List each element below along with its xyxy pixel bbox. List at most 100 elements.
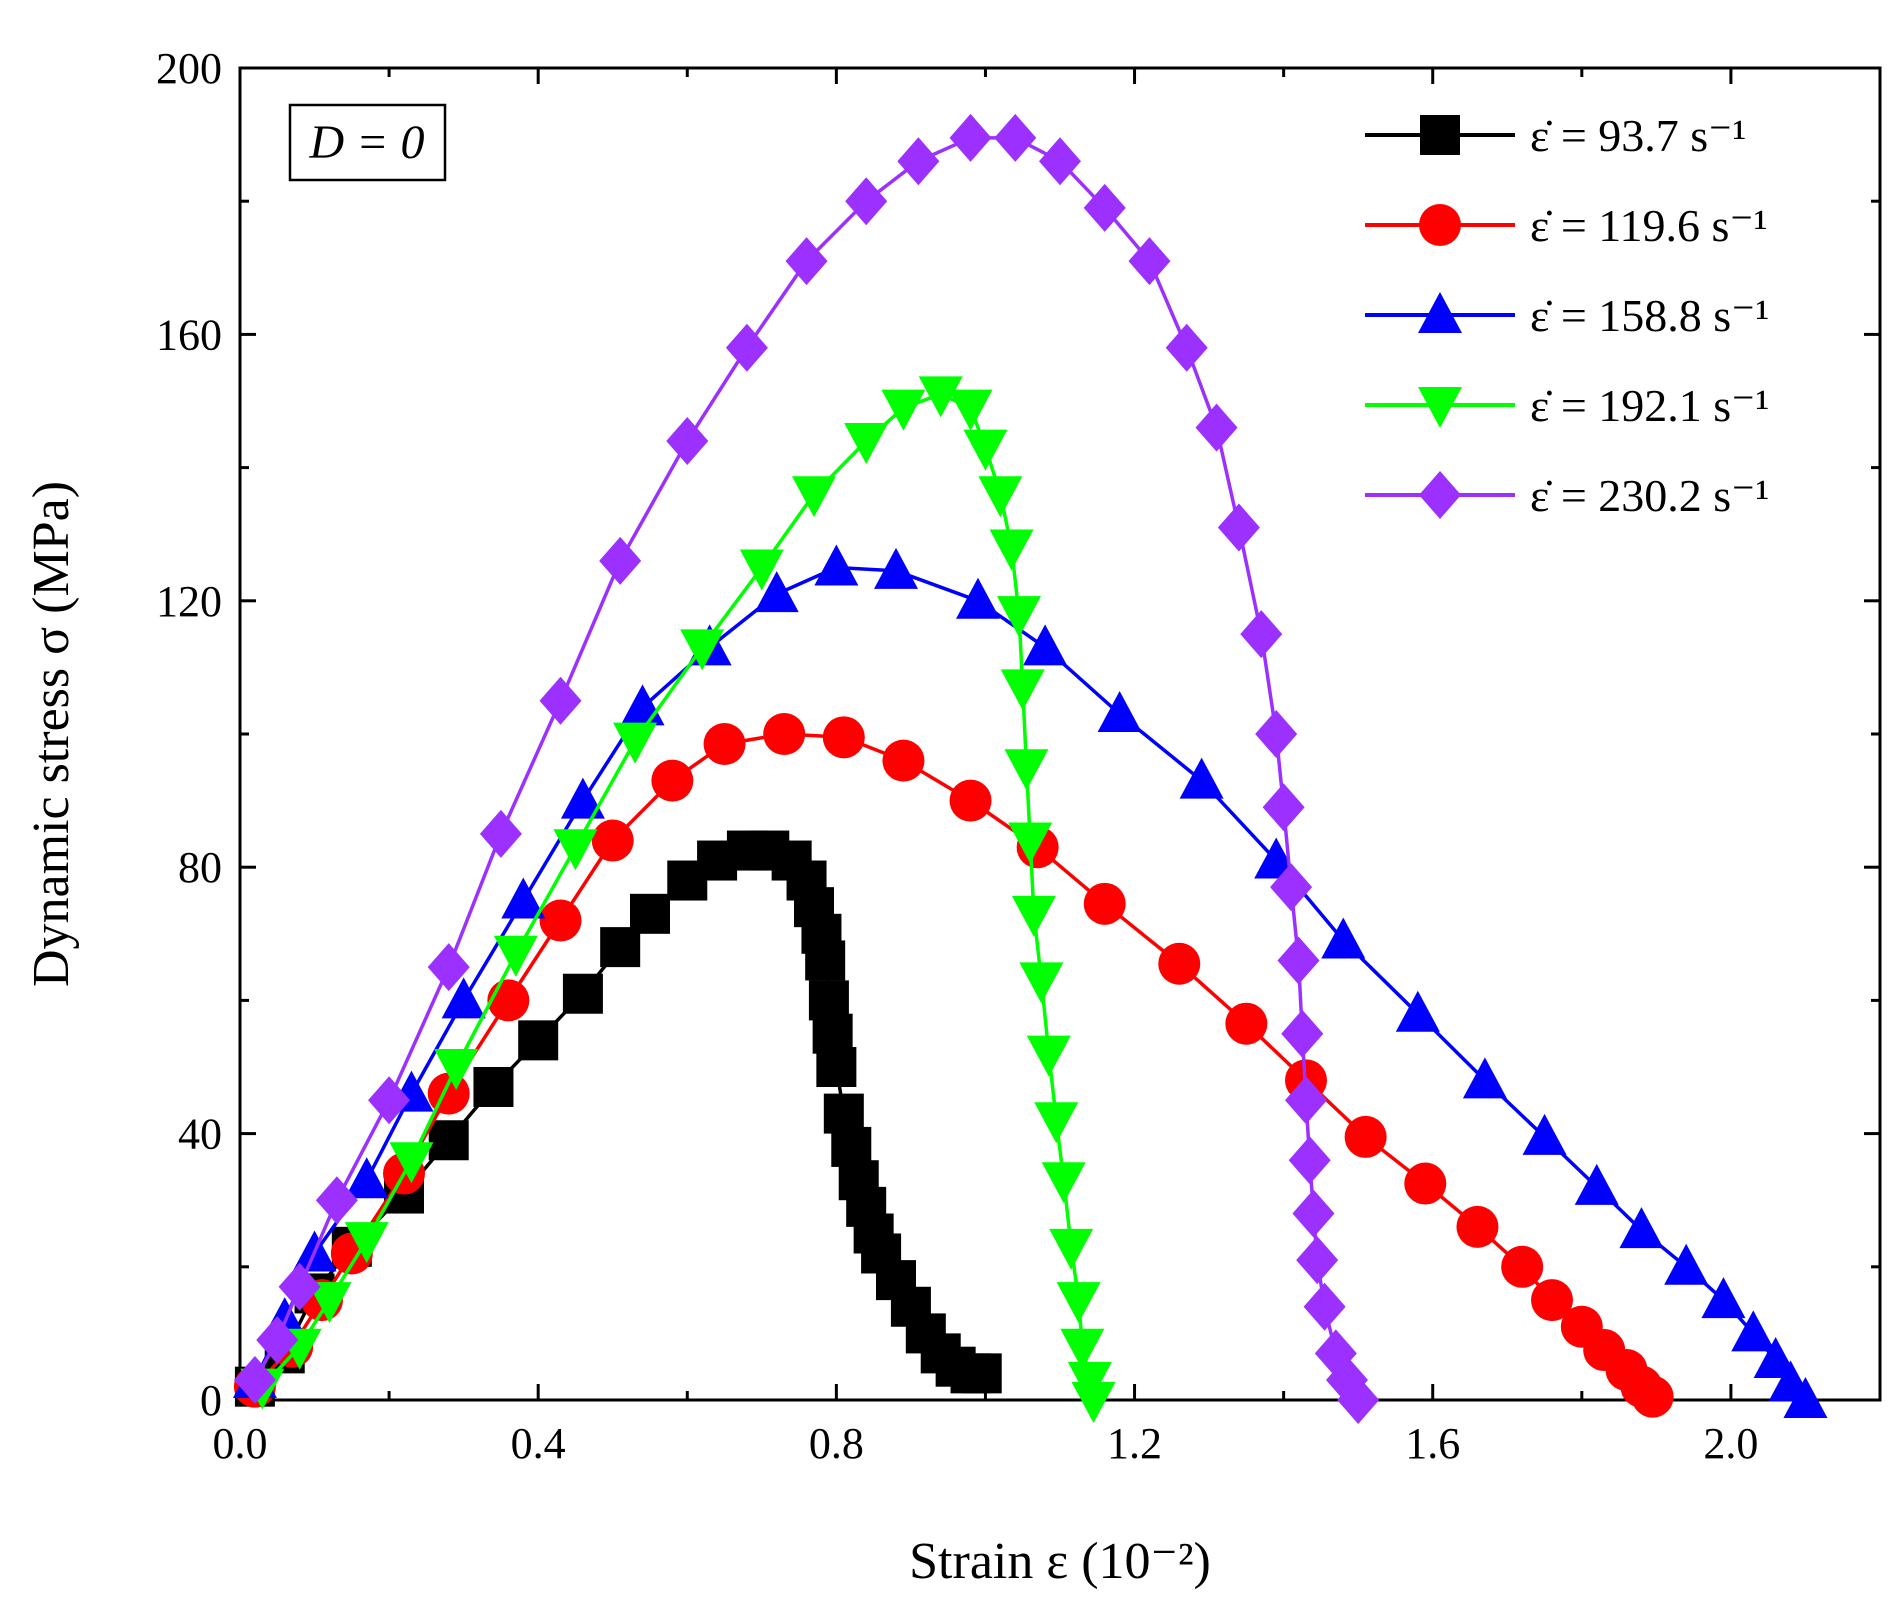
data-point [1026,1035,1071,1077]
data-point [897,137,940,186]
x-tick-label: 2.0 [1703,1419,1758,1468]
data-point [763,713,806,755]
data-point [1097,691,1142,733]
data-point [1296,1236,1339,1285]
x-tick-label: 1.6 [1405,1419,1460,1468]
data-point [1056,1282,1101,1324]
data-point [961,1353,1002,1394]
data-point [1303,1282,1346,1331]
data-point [1039,137,1081,186]
data-point [1083,882,1126,925]
data-point [518,1020,559,1061]
x-tick-label: 0.8 [809,1419,864,1468]
legend-label: ε̇ = 192.1 s⁻¹ [1530,380,1769,431]
data-point [1631,1375,1674,1418]
data-point [1404,1162,1447,1205]
data-point [844,422,889,464]
data-point [1000,669,1045,711]
axes: 0.0 0.4 0.8 1.2 1.6 2.0 0 40 80 120 160 200 Strain ε… [23,44,1880,1590]
series-3 [240,376,1116,1423]
data-point [918,376,963,418]
data-point [539,899,582,942]
plot-area [238,66,1882,1402]
data-point [1008,822,1053,864]
data-point [805,940,846,981]
data-point [948,389,993,431]
data-point [1783,1377,1828,1418]
legend: ε̇ = 93.7 s⁻¹ ε̇ = 119.6 s⁻¹ ε̇ = 158.8 s⁻… [1365,110,1769,521]
annotation-text: D = 0 [308,116,424,169]
data-point [1456,1205,1499,1248]
legend-entry: ε̇ = 93.7 s⁻¹ [1365,110,1746,161]
data-point [949,113,992,162]
data-point [428,1120,469,1161]
data-point [427,943,470,992]
data-point [1522,1113,1567,1155]
data-point [1321,917,1366,959]
data-point [956,577,1000,619]
legend-label: ε̇ = 119.6 s⁻¹ [1530,200,1768,251]
data-point [344,1222,389,1264]
data-point [1225,1002,1268,1045]
data-point [816,1047,857,1087]
data-point [344,1157,389,1199]
data-point [666,416,709,465]
data-point [997,596,1041,638]
data-point [1292,1189,1335,1238]
legend-marker [1418,387,1462,428]
legend-entry: ε̇ = 158.8 s⁻¹ [1365,290,1769,341]
legend-marker [1420,115,1460,155]
data-point [1041,1162,1086,1204]
data-point [814,544,859,586]
data-point [963,429,1008,471]
data-point [630,893,670,934]
data-point [703,722,746,765]
data-point [882,739,925,782]
data-point [1011,895,1056,937]
data-point [553,829,598,871]
data-point [785,237,828,286]
data-point [978,476,1023,518]
y-tick-label: 40 [178,1110,222,1159]
series-4 [233,113,1380,1424]
data-point [739,549,784,591]
data-point [441,977,486,1019]
x-tick-label: 1.2 [1107,1419,1162,1468]
data-point [278,1262,321,1311]
data-point [613,722,658,764]
data-point [501,877,546,919]
annotation-layer: D = 0 [288,103,447,182]
data-point [1060,1328,1105,1370]
data-point [620,684,665,726]
data-point [994,113,1037,162]
data-point [1023,624,1068,666]
legend-label: ε̇ = 93.7 s⁻¹ [1530,110,1746,161]
data-point [949,779,992,822]
series-0 [234,830,1002,1407]
y-tick-label: 120 [156,577,222,626]
y-tick-label: 0 [200,1376,222,1425]
data-point [599,536,642,585]
data-point [307,1282,352,1324]
data-point [1531,1279,1573,1322]
data-point [1165,323,1208,372]
y-tick-label: 160 [156,310,222,359]
legend-marker [1418,292,1462,333]
data-point [473,1066,514,1107]
data-point [881,389,926,431]
data-point [845,177,888,226]
data-point [680,629,725,671]
data-point [1217,503,1260,552]
data-point [233,1356,276,1405]
data-point [591,819,634,862]
legend-entry: ε̇ = 192.1 s⁻¹ [1365,380,1769,431]
data-point [1664,1243,1709,1285]
x-tick-label: 0.0 [213,1419,268,1468]
data-point [1083,183,1126,232]
data-point [1337,1376,1380,1424]
legend-marker [1419,471,1461,519]
annotation-box: D = 0 [288,103,447,182]
legend-label: ε̇ = 158.8 s⁻¹ [1530,290,1769,341]
